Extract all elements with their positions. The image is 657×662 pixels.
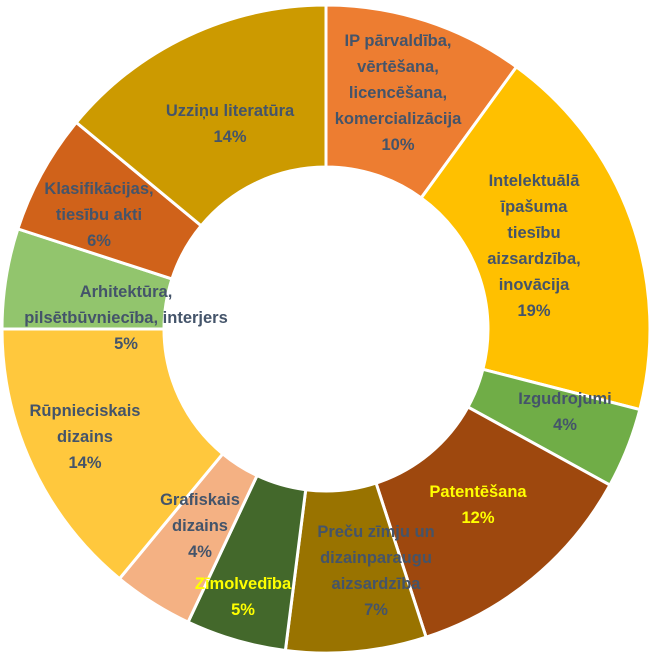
slice-value-label: 6% [87,232,111,250]
slice-name-line: Izgudrojumi [518,390,612,408]
slice-name-line: vērtēšana, [357,58,439,76]
slice-name-line: Rūpnieciskais [30,402,141,420]
slice-name-line: Klasifikācijas, [44,180,153,198]
slice-value-label: 5% [231,601,255,619]
slice-name-line: licencēšana, [349,84,447,102]
slice-value-label: 7% [364,601,388,619]
slice-name-line: tiesību akti [56,206,142,224]
slice-name-line: dizains [172,517,228,535]
slice-name-line: IP pārvaldība, [345,32,452,50]
slice-name-line: Grafiskais [160,491,240,509]
slice-value-label: 12% [461,509,494,527]
slice-name-line: aizsardzība, [487,250,581,268]
slice-name-line: Arhitektūra, [80,283,173,301]
slice-name-line: Patentēšana [429,483,527,501]
slice-value-label: 4% [188,543,212,561]
slice-value-label: 14% [213,128,246,146]
slice-name-line: Zīmolvedība [195,575,292,593]
slice-value-label: 5% [114,335,138,353]
slice-name-line: aizsardzība [332,575,422,593]
slice-name-line: dizainparaugu [320,549,432,567]
slice-value-label: 4% [553,416,577,434]
slice-name-line: tiesību [507,224,560,242]
slice-name-line: inovācija [499,276,570,294]
slice-name-line: komercializācija [335,110,462,128]
slice-name-line: Intelektuālā [489,172,581,190]
slice-value-label: 14% [68,454,101,472]
slice-value-label: 10% [381,136,414,154]
slice-name-line: īpašuma [500,198,569,216]
slice-name-line: pilsētbūvniecība, interjers [24,309,228,327]
slice-value-label: 19% [517,302,550,320]
slice-name-line: Uzziņu literatūra [166,102,295,120]
slice-name-line: Preču zīmju un [317,523,434,541]
slice-name-line: dizains [57,428,113,446]
